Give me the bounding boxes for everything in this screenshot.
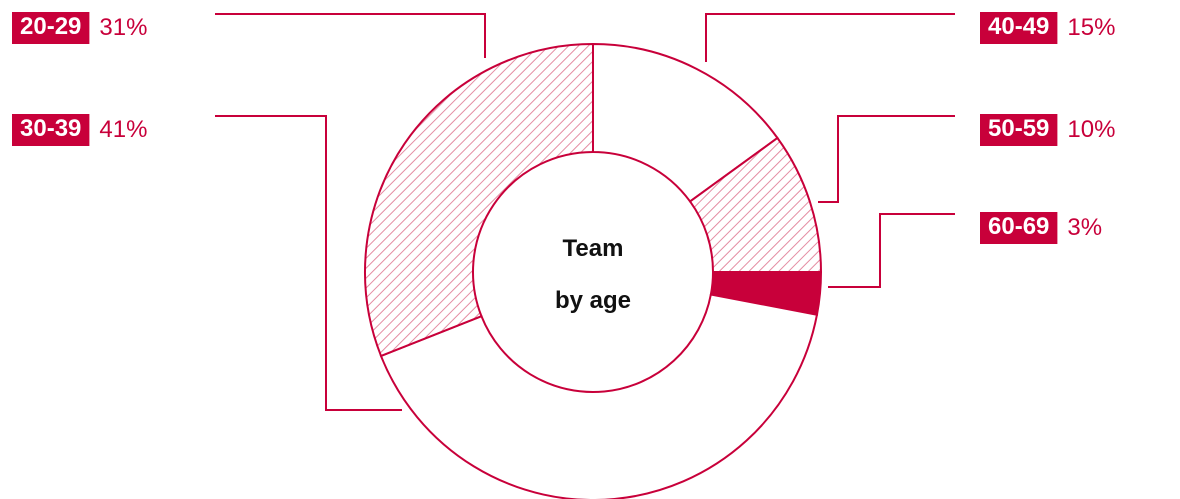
- leader-line-60-69: [828, 213, 955, 288]
- category-badge: [12, 12, 90, 44]
- leader-line-20-29: [215, 13, 486, 58]
- percent-label: 41%: [99, 116, 147, 143]
- category-badge: [980, 12, 1058, 44]
- slice-40-49: [592, 42, 779, 203]
- category-label: 20-29: [20, 13, 81, 40]
- percent-label: 3%: [1067, 214, 1102, 241]
- slice-labels: 40-49 15% 50-59 10% 60-69 3% 30-39 41% 20-29 31%: [12, 12, 1115, 244]
- slice-30-39: [379, 293, 819, 499]
- category-badge: [12, 114, 90, 146]
- category-label: 60-69: [988, 213, 1049, 240]
- category-label: 40-49: [988, 13, 1049, 40]
- percent-label: 15%: [1067, 14, 1115, 41]
- slice-label-50-59: 50-59 10%: [980, 114, 1115, 146]
- category-label: 30-39: [20, 115, 81, 142]
- slice-label-20-29: 20-29 31%: [12, 12, 147, 44]
- slice-label-30-39: 30-39 41%: [12, 114, 147, 146]
- category-badge: [980, 212, 1058, 244]
- slice-20-29: [364, 42, 594, 358]
- slice-label-60-69: 60-69 3%: [980, 212, 1102, 244]
- leader-line-40-49: [705, 13, 955, 62]
- center-label-line-2: by age: [555, 287, 631, 314]
- slices-group: [364, 42, 823, 499]
- percent-label: 10%: [1067, 116, 1115, 143]
- percent-label: 31%: [99, 14, 147, 41]
- leader-lines: [215, 13, 955, 411]
- leader-line-50-59: [818, 115, 955, 203]
- category-label: 50-59: [988, 115, 1049, 142]
- slice-label-40-49: 40-49 15%: [980, 12, 1115, 44]
- center-label-line-1: Team: [563, 235, 624, 262]
- leader-line-30-39: [215, 115, 402, 411]
- category-badge: [980, 114, 1058, 146]
